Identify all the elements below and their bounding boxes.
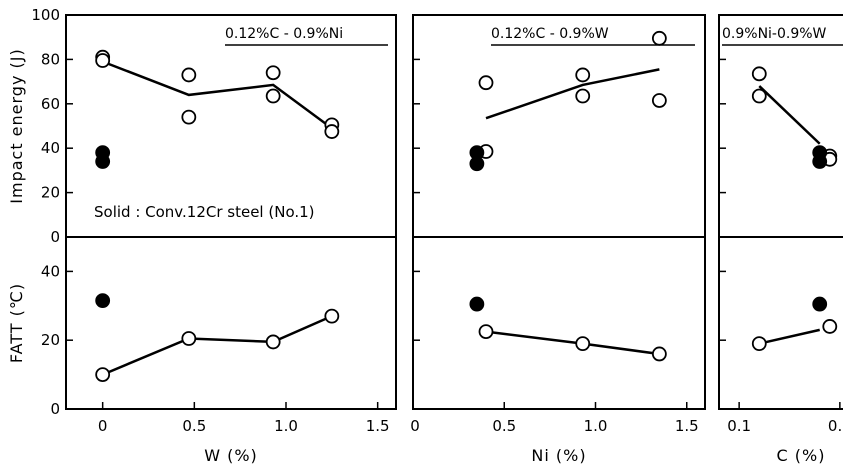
- panel-w: 0 20 40 60 80 100 0 20 40 Impact energy (J) FATT (…: [7, 6, 397, 465]
- x-axis-title: C (%): [777, 446, 826, 465]
- y-tick-label-upper: 0: [50, 228, 60, 246]
- plot-frame: [412, 14, 706, 410]
- impact-energy-open-point: [751, 66, 767, 82]
- panel-c: 0.1 0.2C (%) 0.9%Ni-0.9%W: [718, 14, 843, 465]
- fatt-open-point: [651, 346, 667, 362]
- condition-label: 0.12%C - 0.9%W: [491, 26, 609, 42]
- fatt-solid-point: [95, 293, 111, 309]
- impact-energy-solid-point: [812, 154, 828, 169]
- x-tick-label: 0: [410, 417, 420, 435]
- y-tick-label-upper: 100: [31, 6, 60, 24]
- impact-energy-open-point: [265, 65, 281, 81]
- impact-energy-open-point: [575, 88, 591, 104]
- impact-energy-open-point: [265, 88, 281, 104]
- impact-energy-open-point: [651, 30, 667, 46]
- condition-label: 0.12%C - 0.9%Ni: [225, 26, 343, 42]
- x-tick-label: 1.5: [675, 417, 699, 435]
- fatt-open-point: [751, 336, 767, 352]
- x-tick-label: 0.2: [828, 417, 843, 435]
- y-tick-label-lower: 0: [50, 400, 60, 418]
- x-tick-label: 1.0: [274, 417, 298, 435]
- x-tick-label: 1.5: [366, 417, 390, 435]
- x-tick-label: 0.5: [182, 417, 206, 435]
- plot-frame: [65, 14, 397, 410]
- impact-energy-open-point: [95, 53, 111, 68]
- y-tick-label-upper: 40: [41, 139, 60, 157]
- fatt-trend-line: [102, 314, 333, 376]
- fatt-open-point: [822, 319, 838, 334]
- fatt-solid-point: [469, 296, 485, 312]
- x-axis-title: Ni (%): [531, 446, 586, 465]
- fatt-trend-line: [759, 328, 820, 345]
- x-tick-label: 0.1: [727, 417, 751, 435]
- impact-energy-trend-line: [758, 85, 821, 145]
- impact-energy-open-point: [181, 67, 197, 83]
- x-tick-label: 1.0: [584, 417, 608, 435]
- impact-energy-open-point: [324, 124, 340, 139]
- y-tick-label-lower: 40: [41, 262, 60, 280]
- impact-energy-solid-point: [95, 154, 111, 169]
- impact-energy-open-point: [478, 75, 494, 91]
- fatt-open-point: [575, 336, 591, 352]
- y-tick-label-lower: 20: [41, 331, 60, 349]
- y-tick-label-upper: 20: [41, 184, 60, 202]
- fatt-open-point: [265, 334, 281, 350]
- impact-energy-open-point: [575, 67, 591, 83]
- impact-energy-open-point: [751, 88, 767, 104]
- y-axis-title-lower: FATT (℃): [7, 283, 26, 363]
- impact-energy-open-point: [181, 109, 197, 125]
- condition-label: 0.9%Ni-0.9%W: [722, 26, 827, 42]
- plot-frame: [718, 14, 843, 410]
- y-tick-label-upper: 60: [41, 95, 60, 113]
- fatt-open-point: [324, 308, 340, 324]
- impact-energy-trend-line: [102, 60, 333, 130]
- impact-energy-open-point: [651, 93, 667, 108]
- fatt-open-point: [95, 367, 111, 383]
- fatt-open-point: [478, 324, 494, 340]
- x-tick-label: 0: [98, 417, 108, 435]
- fatt-trend-line: [485, 330, 660, 356]
- fatt-solid-point: [812, 296, 828, 312]
- impact-energy-trend-line: [485, 68, 660, 120]
- x-axis-title: W (%): [204, 446, 258, 465]
- y-axis-title-upper: Impact energy (J): [7, 48, 26, 203]
- legend-note: Solid : Conv.12Cr steel (No.1): [94, 203, 315, 221]
- y-tick-label-upper: 80: [41, 50, 60, 68]
- panel-ni: 0 0.5 1.0 1.5 Ni (%) 0.12%C - 0.9%W: [410, 14, 706, 465]
- impact-energy-solid-point: [469, 156, 485, 172]
- fatt-open-point: [181, 331, 197, 346]
- x-tick-label: 0.5: [492, 417, 516, 435]
